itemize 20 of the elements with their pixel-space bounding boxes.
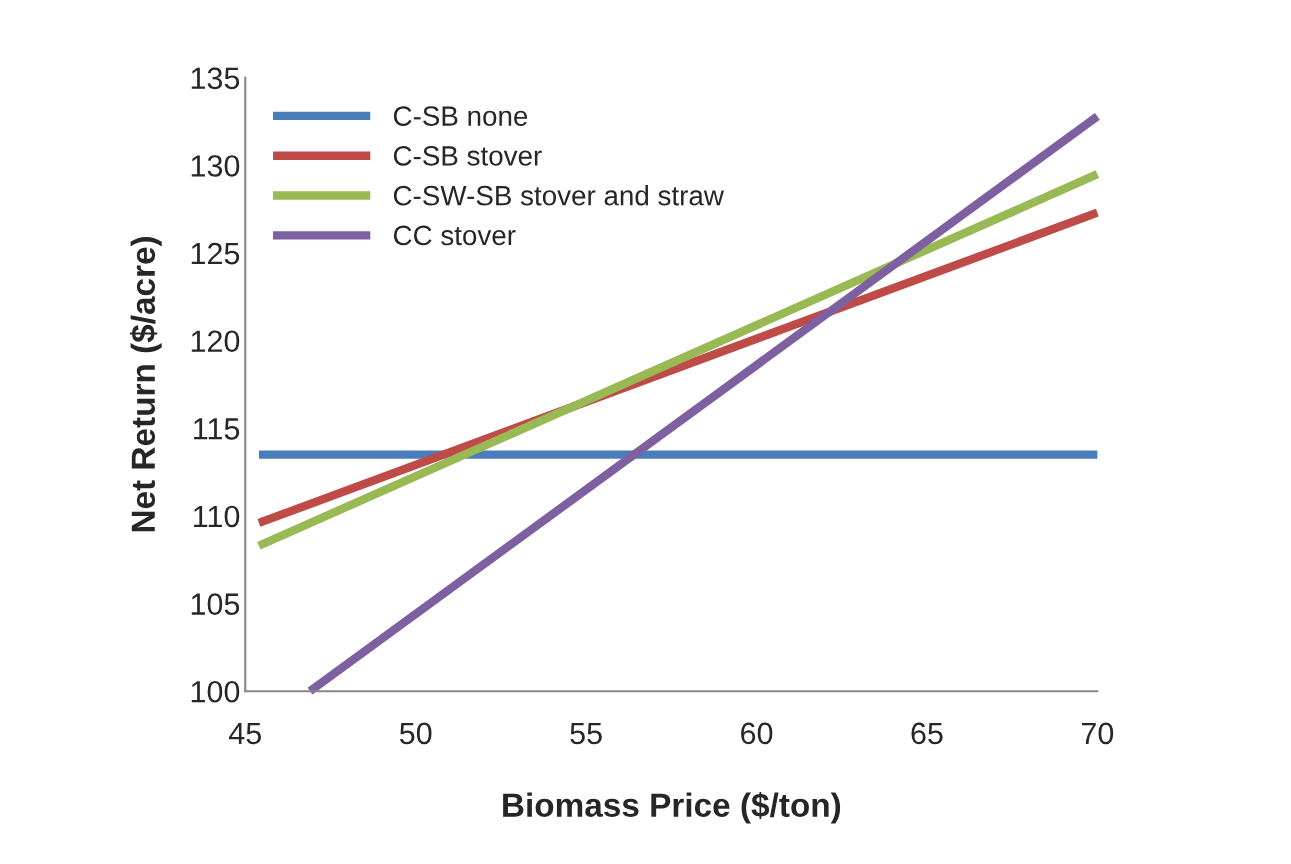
x-tick-label: 55 (570, 722, 602, 745)
x-tick-label: 45 (229, 722, 261, 745)
y-tick-label: 120 (191, 330, 240, 353)
y-tick-label: 130 (191, 155, 240, 177)
x-tick-label: 65 (911, 722, 943, 745)
x-axis-title: Biomass Price ($/ton) (503, 791, 841, 824)
legend-label: C-SB stover (393, 146, 542, 166)
y-tick-label: 115 (194, 418, 240, 440)
x-tick-label: 60 (741, 722, 773, 745)
legend-label: CC stover (393, 225, 516, 246)
legend-label: C-SB none (393, 106, 528, 126)
y-tick-label: 135 (191, 67, 240, 90)
y-tick-label: 125 (191, 242, 240, 265)
x-tick-label: 70 (1081, 722, 1114, 745)
y-tick-label: 100 (191, 680, 240, 703)
legend-label: C-SW-SB stover and straw (393, 185, 724, 206)
y-axis-title: Net Return ($/acre) (130, 237, 162, 532)
x-tick-label: 50 (399, 722, 432, 745)
y-tick-label: 110 (194, 505, 240, 528)
y-tick-label: 105 (191, 593, 240, 615)
